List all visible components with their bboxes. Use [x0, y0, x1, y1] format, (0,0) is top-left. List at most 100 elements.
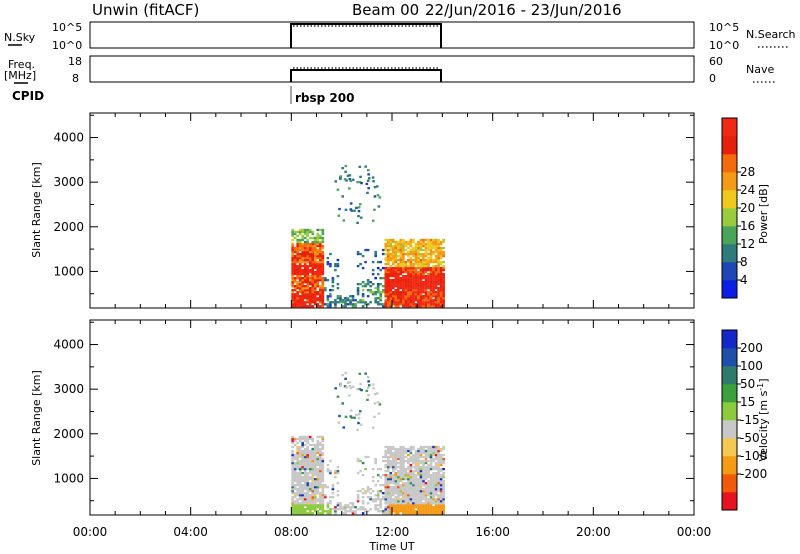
velocity-cell — [434, 500, 438, 503]
power-cell — [386, 281, 390, 284]
velocity-cell — [384, 481, 388, 485]
power-cell — [389, 285, 393, 288]
power-cell — [404, 262, 408, 266]
power-cell — [407, 266, 410, 270]
velocity-cell — [404, 449, 408, 453]
velocity-cell — [386, 469, 390, 473]
power-cell — [437, 270, 440, 274]
velocity-cell — [407, 488, 410, 491]
velocity-cell — [366, 485, 370, 489]
power-cell — [384, 238, 388, 242]
power-cell — [371, 291, 375, 294]
power-cell — [301, 258, 304, 262]
velocity-cell — [404, 477, 408, 481]
power-cell — [414, 278, 418, 282]
power-cell — [311, 293, 315, 296]
velocity-cell — [308, 469, 312, 473]
power-cell — [424, 295, 428, 298]
velocity-cell — [429, 453, 433, 457]
power-cell — [394, 276, 398, 280]
velocity-cell — [417, 449, 420, 453]
velocity-cell — [298, 506, 302, 509]
velocity-cell — [319, 498, 322, 501]
power-cell — [361, 305, 365, 308]
power-cell — [429, 274, 433, 278]
velocity-cell — [429, 502, 433, 505]
velocity-cell — [427, 485, 430, 489]
power-cell — [303, 293, 307, 296]
power-cell — [334, 264, 337, 268]
velocity-cell — [427, 453, 430, 457]
power-scatter-cells — [291, 164, 445, 308]
velocity-cell — [386, 485, 390, 489]
power-cell — [409, 260, 413, 264]
power-cell — [437, 250, 440, 254]
power-cell — [303, 305, 307, 308]
velocity-cell — [439, 512, 443, 515]
power-cell — [424, 248, 428, 252]
velocity-cell — [437, 502, 440, 505]
velocity-cell — [407, 465, 410, 469]
power-cell — [296, 260, 299, 264]
power-cell — [296, 250, 299, 254]
velocity-cell — [432, 479, 435, 483]
power-cell — [319, 291, 322, 294]
velocity-cell — [321, 451, 325, 455]
power-colorbar-swatch — [722, 262, 737, 281]
power-cell — [424, 303, 428, 306]
velocity-cell — [359, 382, 362, 385]
velocity-cell — [386, 498, 390, 501]
power-cell — [386, 291, 390, 294]
power-cell — [291, 268, 294, 272]
power-cell — [424, 266, 428, 270]
power-cell — [432, 301, 435, 304]
power-cell — [409, 256, 413, 260]
velocity-cell — [351, 506, 355, 509]
velocity-colorbar-swatch — [722, 384, 737, 403]
velocity-cell — [313, 469, 317, 473]
velocity-cell — [412, 475, 415, 479]
power-cell — [434, 270, 438, 274]
power-cell — [386, 248, 390, 252]
velocity-cell — [301, 461, 304, 465]
velocity-cell — [296, 498, 299, 501]
velocity-cell — [419, 461, 423, 465]
power-cell — [386, 254, 390, 258]
velocity-cell — [319, 504, 322, 507]
power-cell — [291, 274, 294, 278]
velocity-cell — [364, 508, 367, 511]
velocity-cell — [404, 455, 408, 459]
velocity-cell — [394, 496, 398, 499]
power-cell — [376, 291, 380, 294]
velocity-cell — [308, 506, 312, 509]
power-cell — [313, 240, 317, 244]
power-cell — [336, 274, 340, 278]
velocity-cell — [374, 494, 377, 497]
power-cell — [434, 285, 438, 288]
velocity-cell — [341, 508, 345, 511]
cpid-value: rbsp 200 — [295, 91, 354, 105]
power-cell — [409, 287, 413, 290]
velocity-cell — [386, 465, 390, 469]
velocity-cell — [386, 459, 390, 463]
velocity-cell — [439, 457, 443, 461]
velocity-cell — [422, 463, 425, 467]
power-cell — [397, 250, 400, 254]
power-cell — [399, 283, 403, 286]
velocity-cell — [313, 443, 317, 447]
velocity-cell — [392, 469, 395, 473]
power-cell — [386, 278, 390, 282]
velocity-cell — [412, 508, 415, 511]
power-cell — [316, 248, 320, 252]
power-cell — [319, 262, 322, 266]
power-cell — [296, 270, 299, 274]
velocity-cell — [389, 510, 393, 513]
velocity-cell — [417, 485, 420, 489]
power-cell — [392, 266, 395, 270]
velocity-cell — [397, 475, 400, 479]
power-cell — [417, 256, 420, 260]
velocity-cell — [392, 479, 395, 483]
velocity-cell — [291, 451, 294, 455]
power-cell — [432, 238, 435, 242]
